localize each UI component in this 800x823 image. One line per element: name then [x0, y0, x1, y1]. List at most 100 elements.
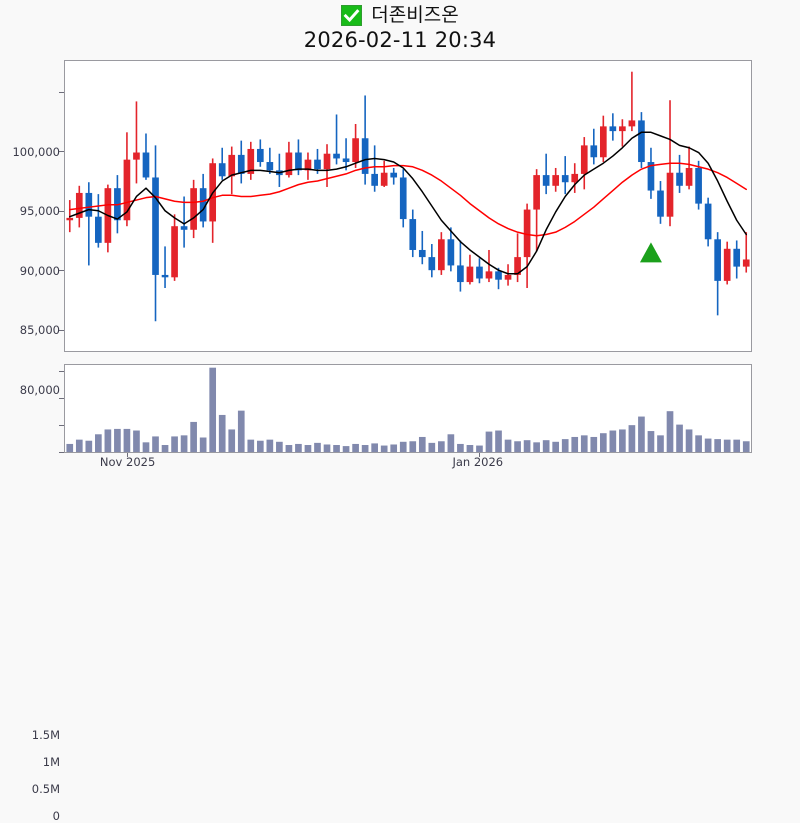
candle-body[interactable] [228, 154, 236, 177]
volume-bar[interactable] [628, 425, 636, 452]
volume-bar[interactable] [352, 443, 359, 452]
volume-bar[interactable] [542, 440, 550, 452]
volume-bar[interactable] [66, 443, 74, 452]
volume-bar[interactable] [657, 435, 664, 452]
volume-bar[interactable] [399, 441, 407, 452]
candle-body[interactable] [571, 173, 579, 183]
volume-bar-plot[interactable] [65, 365, 751, 452]
volume-bar[interactable] [580, 435, 588, 452]
volume-bar[interactable] [342, 446, 350, 452]
candle-body[interactable] [723, 248, 731, 281]
price-chart-panel[interactable] [64, 60, 752, 352]
volume-bar[interactable] [561, 439, 569, 452]
volume-bar[interactable] [380, 445, 388, 452]
candle-body[interactable] [323, 153, 331, 170]
candlestick-plot[interactable] [65, 61, 751, 351]
candle-body[interactable] [418, 249, 426, 258]
volume-bar[interactable] [409, 441, 417, 452]
volume-bar[interactable] [428, 442, 436, 452]
candle-body[interactable] [342, 158, 350, 163]
volume-bar[interactable] [514, 441, 521, 452]
volume-bar[interactable] [304, 445, 312, 452]
volume-bar[interactable] [552, 441, 560, 452]
checkbox-checked-icon[interactable] [341, 4, 363, 26]
volume-bar[interactable] [276, 441, 283, 452]
candle-body[interactable] [199, 188, 207, 222]
volume-bar[interactable] [180, 435, 188, 452]
candle-body[interactable] [638, 120, 645, 163]
volume-chart-panel[interactable] [64, 364, 752, 453]
volume-bar[interactable] [733, 439, 741, 452]
candle-body[interactable] [504, 274, 512, 280]
candle-body[interactable] [447, 239, 455, 266]
candle-body[interactable] [218, 163, 226, 177]
candle-body[interactable] [85, 192, 93, 217]
volume-bar[interactable] [390, 444, 398, 452]
candle-body[interactable] [133, 152, 140, 160]
volume-bar[interactable] [237, 410, 245, 452]
candle-body[interactable] [561, 175, 569, 183]
volume-bar[interactable] [685, 429, 693, 452]
candle-body[interactable] [161, 274, 169, 278]
candle-body[interactable] [371, 173, 378, 186]
candle-body[interactable] [695, 167, 702, 204]
candle-body[interactable] [152, 177, 159, 275]
candle-body[interactable] [552, 175, 560, 186]
volume-bar[interactable] [609, 430, 617, 452]
candle-body[interactable] [457, 265, 464, 283]
candle-body[interactable] [590, 145, 598, 158]
volume-bar[interactable] [152, 436, 159, 452]
volume-bar[interactable] [142, 442, 150, 452]
volume-bar[interactable] [266, 439, 274, 452]
candle-body[interactable] [285, 152, 293, 176]
candle-body[interactable] [485, 271, 493, 279]
volume-bar[interactable] [742, 441, 750, 452]
volume-bar[interactable] [695, 435, 702, 452]
volume-bar[interactable] [104, 429, 112, 452]
volume-bar[interactable] [504, 439, 512, 452]
candle-body[interactable] [628, 120, 636, 127]
volume-bar[interactable] [447, 434, 455, 452]
volume-bar[interactable] [123, 428, 131, 452]
volume-bar[interactable] [218, 414, 226, 452]
candle-body[interactable] [676, 172, 683, 186]
candle-body[interactable] [580, 145, 588, 174]
volume-bar[interactable] [228, 429, 236, 452]
volume-bar[interactable] [619, 429, 626, 452]
volume-bar[interactable] [466, 445, 474, 452]
candle-body[interactable] [314, 159, 321, 170]
candle-body[interactable] [361, 138, 369, 174]
buy-signal-triangle-icon[interactable] [639, 242, 662, 263]
candle-body[interactable] [542, 175, 550, 186]
volume-bar[interactable] [133, 430, 140, 452]
volume-bar[interactable] [285, 445, 293, 452]
volume-bar[interactable] [209, 367, 217, 452]
volume-bar[interactable] [676, 424, 683, 452]
candle-body[interactable] [75, 192, 83, 218]
volume-bar[interactable] [666, 411, 674, 452]
candle-body[interactable] [657, 190, 664, 217]
candle-body[interactable] [256, 148, 264, 163]
volume-bar[interactable] [85, 440, 93, 452]
volume-bar[interactable] [314, 442, 321, 452]
volume-bar[interactable] [571, 436, 579, 452]
candle-body[interactable] [714, 239, 721, 281]
volume-bar[interactable] [647, 431, 655, 452]
candle-body[interactable] [380, 172, 388, 186]
candle-body[interactable] [599, 126, 607, 158]
candle-body[interactable] [704, 203, 712, 240]
volume-bar[interactable] [161, 445, 169, 452]
candle-body[interactable] [237, 154, 245, 174]
volume-bar[interactable] [476, 445, 483, 452]
volume-bar[interactable] [638, 416, 645, 452]
candle-body[interactable] [247, 148, 255, 174]
candle-body[interactable] [352, 138, 359, 163]
candle-body[interactable] [295, 152, 302, 171]
volume-bar[interactable] [190, 421, 197, 452]
volume-bar[interactable] [95, 434, 102, 452]
volume-bar[interactable] [704, 438, 712, 452]
candle-body[interactable] [123, 159, 131, 221]
volume-bar[interactable] [495, 430, 502, 452]
volume-bar[interactable] [323, 444, 331, 452]
volume-bar[interactable] [485, 431, 493, 452]
